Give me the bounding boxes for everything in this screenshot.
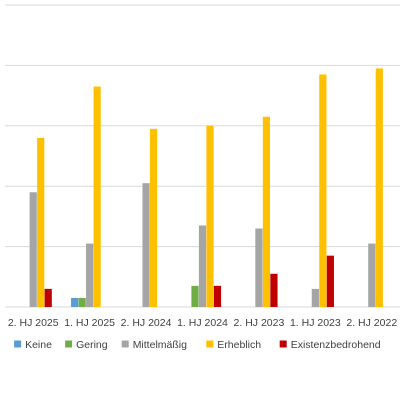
legend-label: Gering: [76, 339, 108, 351]
legend-label: Mittelmäßig: [133, 339, 187, 351]
bar-mittelmäßig-6: [368, 243, 376, 307]
bar-erheblich-2: [149, 128, 158, 307]
bar-mittelmäßig-2: [142, 183, 150, 307]
bar-mittelmäßig-0: [29, 192, 37, 307]
x-tick-label: 2. HJ 2023: [234, 317, 285, 329]
bar-mittelmäßig-1: [86, 243, 94, 307]
bar-existenzbedrohend-5: [326, 255, 334, 307]
bar-erheblich-4: [262, 116, 271, 308]
bar-erheblich-6: [375, 68, 383, 307]
bar-keine-1: [71, 297, 79, 307]
bar-mittelmäßig-4: [255, 228, 263, 307]
bar-existenzbedrohend-4: [270, 273, 278, 307]
x-tick-label: 1. HJ 2025: [64, 317, 115, 329]
bar-erheblich-1: [93, 86, 101, 307]
bar-gering-1: [78, 297, 86, 307]
bar-mittelmäßig-3: [198, 225, 207, 307]
bar-erheblich-0: [37, 137, 45, 307]
legend-swatch-gering: [65, 340, 73, 348]
bar-existenzbedrohend-3: [213, 285, 222, 307]
x-tick-label: 2. HJ 2025: [8, 317, 59, 329]
legend-swatch-keine: [14, 340, 22, 348]
legend-label: Erheblich: [217, 339, 261, 351]
bar-erheblich-3: [206, 125, 214, 307]
bar-mittelmäßig-5: [311, 288, 319, 307]
bar-erheblich-5: [319, 74, 327, 308]
legend-label: Keine: [25, 339, 52, 351]
x-tick-label: 2. HJ 2022: [346, 317, 397, 329]
x-tick-label: 1. HJ 2024: [177, 317, 228, 329]
bar-gering-3: [191, 285, 199, 307]
legend-label: Existenzbedrohend: [291, 339, 381, 351]
x-tick-label: 2. HJ 2024: [121, 317, 172, 329]
legend-swatch-erheblich: [206, 340, 214, 348]
legend-swatch-existenzbedrohend: [279, 340, 287, 348]
bar-existenzbedrohend-0: [44, 288, 52, 307]
legend-swatch-mittelmäßig: [121, 340, 129, 348]
x-tick-label: 1. HJ 2023: [290, 317, 341, 329]
